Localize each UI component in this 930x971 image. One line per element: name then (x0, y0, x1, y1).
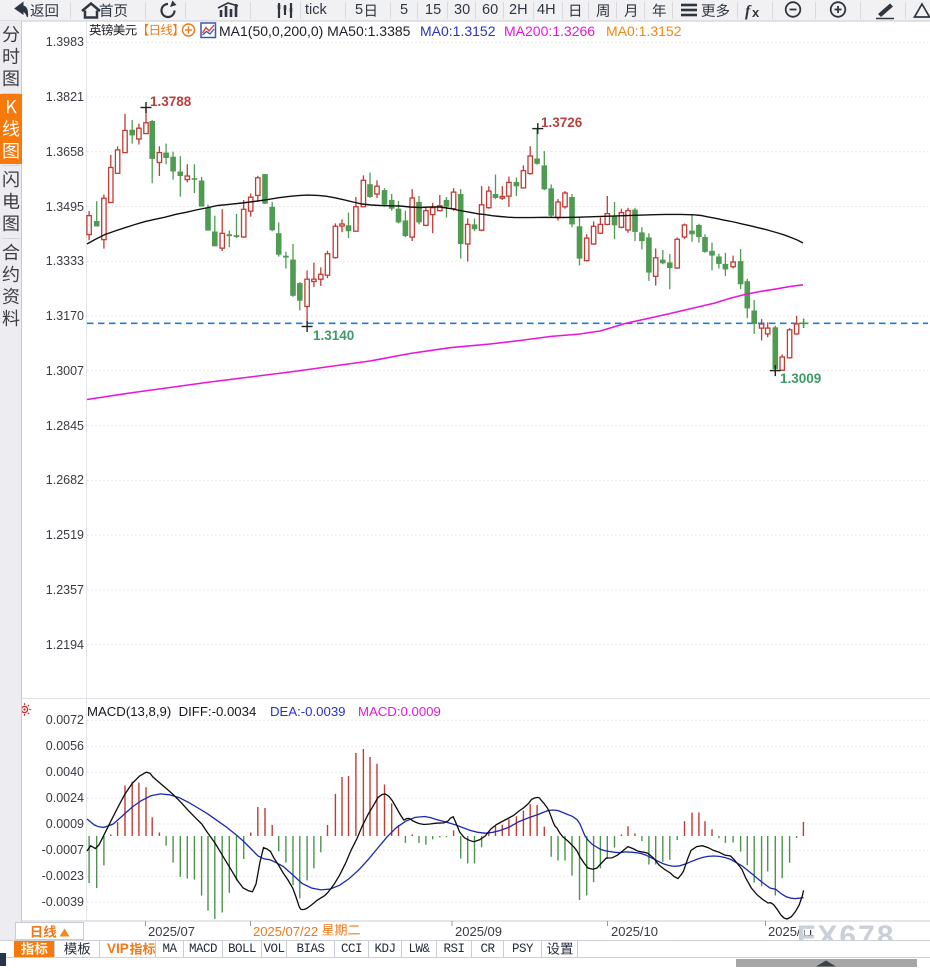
svg-text:x: x (752, 5, 760, 20)
svg-text:f: f (745, 3, 752, 20)
